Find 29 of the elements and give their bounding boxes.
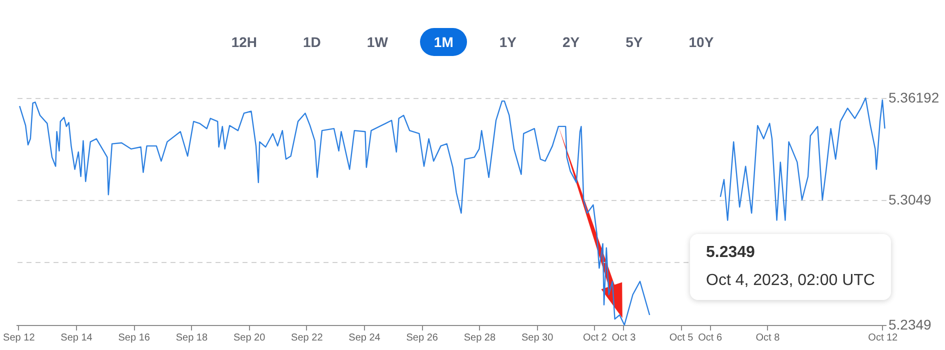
text: 5Y: [624, 33, 644, 52]
x-tick-label: Oct 6: [698, 332, 722, 344]
x-tick-label: Sep 20: [233, 332, 266, 344]
text: 1Y: [498, 33, 518, 52]
x-tick-label: Sep 18: [176, 332, 208, 344]
x-tick-label: Oct 2: [582, 332, 608, 344]
y-tick-label: 5.36192: [888, 90, 940, 106]
x-tick-label: Oct 3: [612, 332, 636, 344]
text: 10Y: [688, 33, 715, 52]
text: 1M: [420, 28, 468, 56]
text: 1W: [366, 33, 389, 52]
x-tick-label: Sep 30: [521, 332, 554, 344]
y-tick-label: 5.2349: [888, 316, 932, 332]
x-tick-label: Sep 22: [291, 332, 324, 344]
x-tick-label: Oct 12: [868, 332, 898, 344]
text: 12H: [230, 33, 258, 52]
x-tick-label: Sep 26: [406, 332, 438, 344]
annotation: 5.2349: [706, 244, 756, 262]
y-tick-label: 5.3049: [888, 191, 932, 208]
x-tick-label: Sep 14: [60, 332, 93, 344]
x-tick-label: Oct 8: [756, 332, 780, 344]
annotation: Oct 4, 2023, 02:00 UTC: [706, 272, 875, 290]
x-tick-label: Oct 5: [669, 332, 694, 344]
x-tick-label: Sep 28: [464, 332, 496, 344]
x-tick-label: Sep 12: [3, 332, 36, 344]
text: 1D: [302, 33, 322, 52]
x-tick-label: Sep 24: [348, 332, 381, 344]
x-tick-label: Sep 16: [118, 332, 150, 344]
text: 2Y: [562, 33, 581, 52]
